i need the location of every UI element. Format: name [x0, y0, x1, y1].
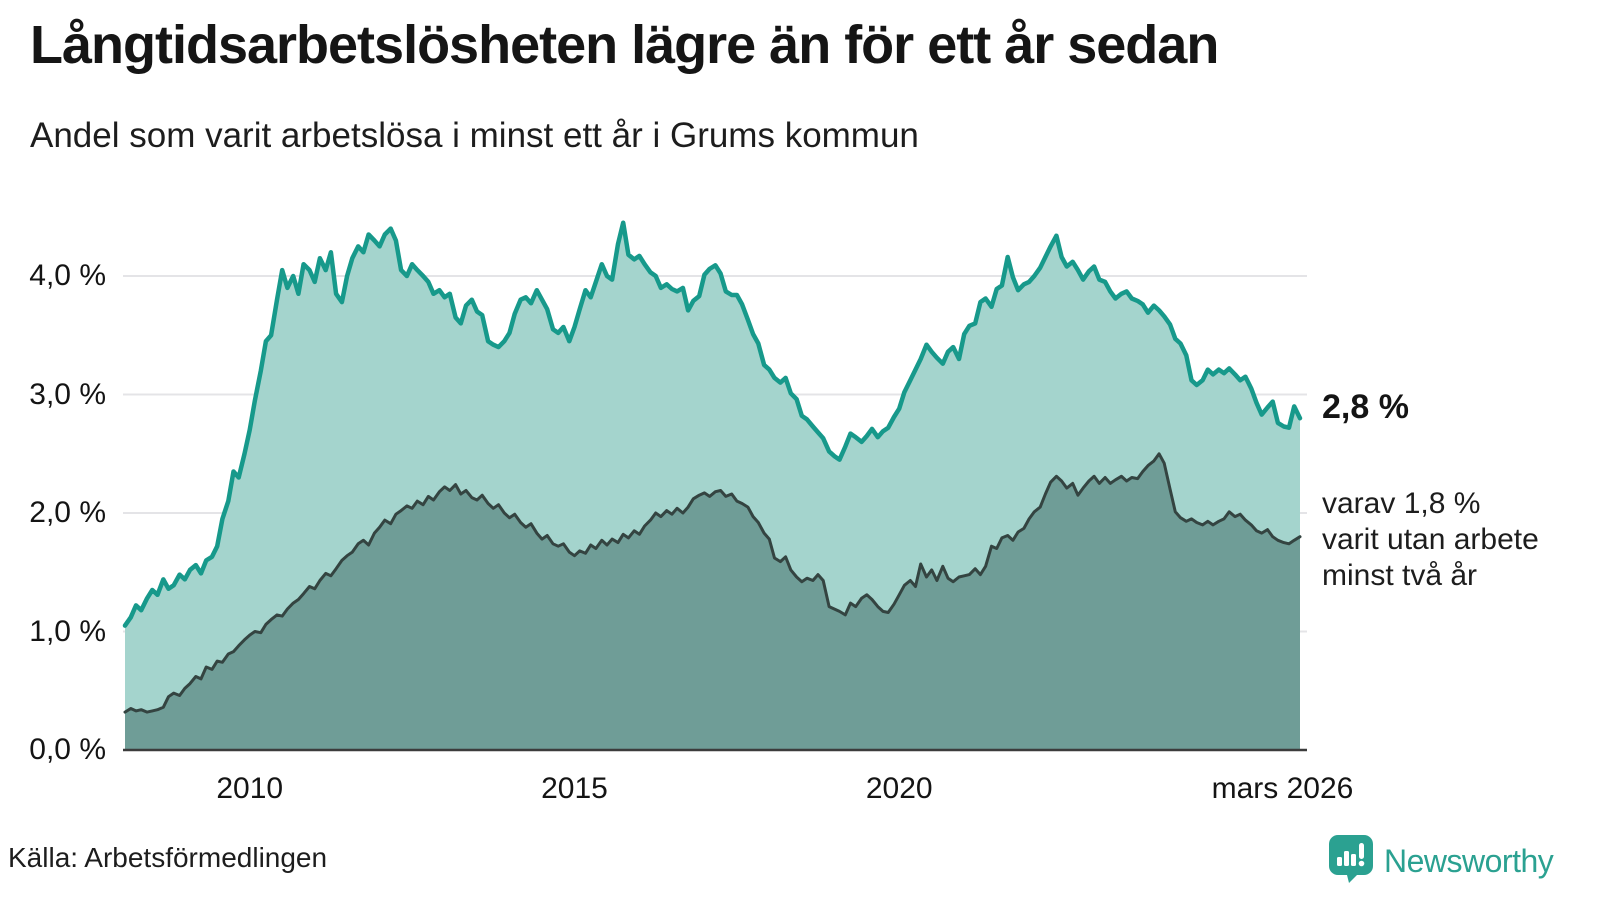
page-title: Långtidsarbetslösheten lägre än för ett … — [30, 15, 1219, 75]
x-tick-label-mars-2026: mars 2026 — [1211, 772, 1354, 805]
newsworthy-logo-icon — [1328, 834, 1374, 889]
newsworthy-branding: Newsworthy — [1328, 834, 1554, 889]
x-tick-label-2020: 2020 — [865, 772, 933, 805]
y-tick-label-4: 4,0 % — [29, 259, 106, 292]
secondary-value-label: varav 1,8 % varit utan arbete minst två … — [1322, 486, 1539, 594]
y-tick-label-3: 3,0 % — [29, 377, 106, 411]
page-subtitle: Andel som varit arbetslösa i minst ett å… — [30, 116, 919, 155]
newsworthy-wordmark: Newsworthy — [1384, 843, 1554, 879]
secondary-value-line2: varit utan arbete — [1322, 523, 1539, 556]
source-note: Källa: Arbetsförmedlingen — [8, 842, 328, 873]
x-tick-label-2015: 2015 — [541, 772, 608, 805]
y-tick-label-1: 1,0 % — [29, 614, 106, 648]
x-tick-label-2010: 2010 — [216, 772, 284, 805]
y-tick-label-2: 2,0 % — [29, 496, 106, 529]
secondary-value-line1: varav 1,8 % — [1322, 487, 1481, 520]
secondary-value-line3: minst två år — [1322, 559, 1478, 592]
latest-value-label: 2,8 % — [1322, 388, 1409, 426]
y-tick-label-0: 0,0 % — [29, 733, 106, 766]
chart-series — [122, 220, 1303, 750]
